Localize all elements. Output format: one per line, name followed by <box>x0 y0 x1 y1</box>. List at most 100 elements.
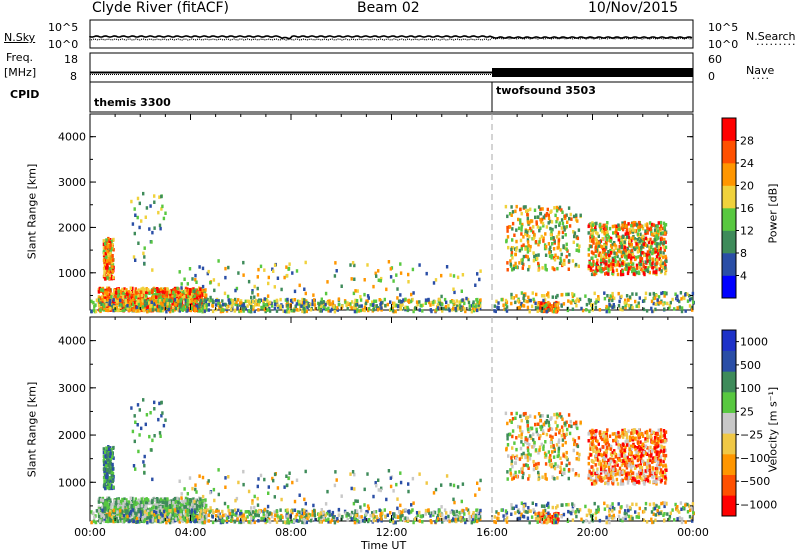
freq-tick-bottom: 8 <box>70 70 77 83</box>
data-cell <box>576 219 579 223</box>
data-cell <box>432 513 435 517</box>
data-cell <box>94 309 98 314</box>
data-cell <box>600 269 603 274</box>
data-cell <box>621 234 625 239</box>
data-cell <box>116 308 120 313</box>
data-cell <box>127 308 130 312</box>
data-cell <box>116 500 119 504</box>
data-cell <box>616 232 620 236</box>
data-cell <box>153 307 156 311</box>
data-cell <box>443 508 447 512</box>
data-cell <box>162 515 165 520</box>
data-cell <box>143 255 146 259</box>
data-cell <box>595 242 598 247</box>
data-cell <box>620 250 624 254</box>
data-cell <box>574 299 577 303</box>
data-cell <box>220 305 224 309</box>
data-cell <box>134 295 138 300</box>
data-cell <box>389 511 392 515</box>
data-cell <box>127 500 131 504</box>
data-cell <box>175 303 178 307</box>
data-cell <box>150 300 153 305</box>
data-cell <box>319 511 323 515</box>
data-cell <box>145 504 148 508</box>
data-cell <box>621 223 624 227</box>
data-cell <box>646 266 650 270</box>
data-cell <box>239 299 243 303</box>
data-cell <box>160 207 163 211</box>
data-cell <box>514 261 517 266</box>
data-cell <box>663 248 666 252</box>
data-cell <box>153 194 156 198</box>
data-cell <box>188 501 191 506</box>
data-cell <box>263 268 266 272</box>
data-cell <box>104 246 107 250</box>
data-cell <box>504 298 508 303</box>
data-cell <box>305 309 308 314</box>
data-cell <box>256 286 259 291</box>
data-cell <box>524 232 527 236</box>
data-cell <box>242 260 245 265</box>
data-cell <box>254 298 258 303</box>
data-cell <box>504 307 507 312</box>
data-cell <box>139 500 143 505</box>
data-cell <box>616 272 620 277</box>
data-cell <box>204 506 207 510</box>
data-cell <box>412 520 415 525</box>
data-cell <box>193 504 196 509</box>
data-cell <box>655 265 658 269</box>
data-cell <box>662 255 665 259</box>
data-cell <box>526 250 530 254</box>
data-cell <box>179 307 183 311</box>
data-cell <box>320 297 323 301</box>
data-cell <box>217 299 220 303</box>
data-cell <box>691 291 695 296</box>
data-cell <box>206 271 209 276</box>
data-cell <box>540 301 543 306</box>
data-cell <box>303 298 306 302</box>
data-cell <box>248 511 251 515</box>
data-cell <box>655 272 658 277</box>
data-cell <box>291 271 294 275</box>
data-cell <box>111 254 114 258</box>
data-cell <box>126 300 130 304</box>
data-cell <box>122 505 125 509</box>
data-cell <box>134 300 137 305</box>
data-cell <box>193 294 196 298</box>
data-cell <box>186 291 190 296</box>
data-cell <box>506 261 509 265</box>
data-cell <box>587 253 590 257</box>
data-cell <box>657 231 660 235</box>
data-cell <box>538 240 541 244</box>
data-cell <box>287 520 291 524</box>
data-cell <box>673 307 676 311</box>
data-cell <box>175 289 178 294</box>
data-cell <box>611 249 614 254</box>
data-cell <box>324 291 328 296</box>
data-cell <box>476 272 479 276</box>
data-cell <box>533 254 536 259</box>
data-cell <box>171 297 174 301</box>
data-cell <box>349 512 352 517</box>
data-cell <box>553 309 556 314</box>
data-cell <box>618 249 621 254</box>
data-cell <box>157 507 161 511</box>
data-cell <box>461 305 465 309</box>
data-cell <box>122 294 125 299</box>
data-cell <box>663 237 666 242</box>
data-cell <box>102 454 106 459</box>
data-cell <box>193 289 196 294</box>
data-cell <box>608 309 611 314</box>
data-cell <box>617 260 620 264</box>
data-cell <box>627 235 630 239</box>
data-cell <box>147 520 151 524</box>
data-cell <box>557 301 560 305</box>
data-cell <box>207 269 210 274</box>
data-cell <box>159 226 162 231</box>
data-cell <box>364 301 368 306</box>
data-cell <box>566 308 570 313</box>
data-cell <box>563 262 566 266</box>
data-cell <box>158 299 162 303</box>
data-cell <box>198 290 201 295</box>
data-cell <box>130 509 133 514</box>
